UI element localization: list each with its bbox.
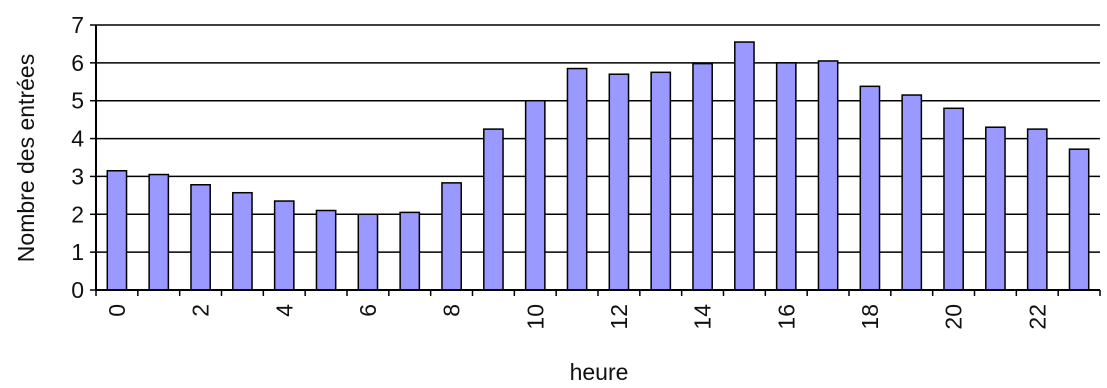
x-tick-label: 18 bbox=[857, 304, 883, 330]
x-tick-label: 20 bbox=[941, 304, 967, 330]
bar-hour-20 bbox=[943, 107, 964, 291]
bar-hour-11 bbox=[566, 67, 588, 291]
x-tick-label: 14 bbox=[690, 304, 716, 330]
bar-hour-16 bbox=[775, 62, 797, 291]
axes bbox=[90, 24, 1101, 296]
bar-hour-6 bbox=[357, 213, 379, 291]
bar-hour-8 bbox=[441, 182, 462, 291]
bar-hour-3 bbox=[232, 191, 253, 291]
grid-lines bbox=[96, 24, 1100, 253]
y-tick-label: 7 bbox=[71, 12, 84, 38]
y-tick-labels: 0 1 2 3 4 5 6 7 bbox=[71, 12, 84, 303]
y-tick-label: 6 bbox=[71, 50, 84, 76]
bar-hour-14 bbox=[692, 62, 713, 291]
x-tick-label: 16 bbox=[773, 304, 799, 330]
bar-hour-9 bbox=[483, 128, 504, 291]
x-tick-label: 6 bbox=[355, 304, 381, 317]
x-tick-label: 12 bbox=[606, 304, 632, 330]
bar-hour-23 bbox=[1068, 148, 1090, 291]
y-tick-label: 4 bbox=[71, 126, 84, 152]
bar-hour-10 bbox=[524, 99, 546, 291]
bar-hour-21 bbox=[985, 126, 1006, 291]
bar-hour-17 bbox=[817, 60, 839, 291]
bar-hour-15 bbox=[734, 41, 755, 291]
x-tick-label: 4 bbox=[271, 304, 297, 317]
x-tick-label: 2 bbox=[188, 304, 214, 317]
y-tick-label: 3 bbox=[71, 163, 84, 189]
y-tick-label: 5 bbox=[71, 88, 84, 114]
y-tick-label: 2 bbox=[71, 201, 84, 227]
y-tick-label: 1 bbox=[71, 239, 84, 265]
x-tick-label: 8 bbox=[439, 304, 465, 317]
y-tick-label: 0 bbox=[71, 277, 84, 303]
bar-hour-13 bbox=[650, 71, 672, 291]
bar-hour-1 bbox=[148, 173, 170, 291]
x-tick-label: 22 bbox=[1024, 304, 1050, 330]
bar-hour-2 bbox=[190, 184, 211, 291]
x-tick-label: 0 bbox=[104, 304, 130, 317]
bars bbox=[106, 41, 1090, 291]
bar-hour-19 bbox=[901, 94, 923, 291]
x-axis-title: heure bbox=[570, 359, 629, 385]
bar-hour-18 bbox=[859, 85, 881, 291]
x-tick-label: 10 bbox=[522, 304, 548, 330]
bar-hour-7 bbox=[399, 211, 421, 291]
bar-hour-0 bbox=[106, 170, 128, 291]
x-tick-labels: 0 2 4 6 8 10 12 14 16 18 20 22 bbox=[104, 304, 1050, 330]
bar-hour-5 bbox=[315, 209, 337, 291]
bar-hour-22 bbox=[1026, 128, 1048, 291]
bar-hour-12 bbox=[608, 73, 630, 291]
y-axis-title: Nombre des entrées bbox=[13, 54, 39, 262]
bar-hour-4 bbox=[273, 200, 295, 291]
